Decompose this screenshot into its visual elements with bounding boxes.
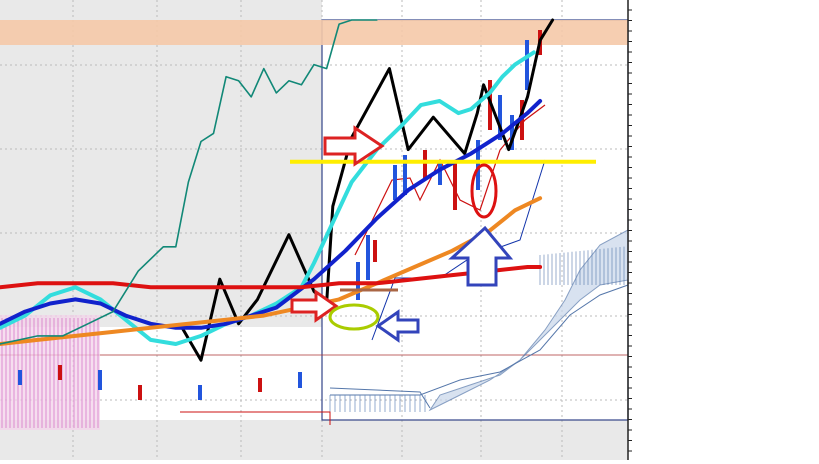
blue-up-arrow (448, 225, 514, 287)
candle-left-0 (18, 370, 22, 385)
shaded-region-upper-left (0, 0, 322, 327)
green-ellipse (328, 303, 380, 331)
cloud-edge-2 (329, 387, 431, 409)
shaded-background-regions (0, 0, 628, 460)
candle-13 (525, 40, 529, 90)
candle-5 (423, 150, 427, 180)
candle-1 (366, 235, 370, 280)
candle-left-2 (98, 370, 102, 390)
kijun-line (371, 159, 546, 341)
candle-left-3 (138, 385, 142, 400)
candle-left-6 (298, 372, 302, 388)
red-right-arrow-lower (290, 289, 339, 323)
annotations (290, 125, 596, 343)
candle-4 (403, 155, 407, 195)
candle-2 (373, 240, 377, 262)
blue-left-arrow (375, 309, 420, 343)
series-cyan-ma (0, 50, 536, 346)
candle-6 (438, 160, 442, 185)
red-ellipse (470, 163, 498, 219)
candle-11 (510, 115, 514, 150)
candle-10 (498, 95, 502, 140)
shaded-region-bottom (0, 420, 628, 460)
candle-8 (476, 140, 480, 190)
low-line (180, 411, 331, 425)
candle-left-1 (58, 365, 62, 380)
resistance-band-rect (0, 20, 628, 45)
candle-0 (356, 262, 360, 300)
candle-7 (453, 160, 457, 210)
red-right-arrow-upper (323, 125, 385, 167)
resistance-band (0, 20, 628, 45)
candle-left-5 (258, 378, 262, 392)
series-teal-line (0, 19, 378, 345)
price-axis (627, 0, 632, 460)
candle-3 (393, 165, 397, 200)
candle-left-4 (198, 385, 202, 400)
cloud-lower-edge (330, 284, 629, 396)
